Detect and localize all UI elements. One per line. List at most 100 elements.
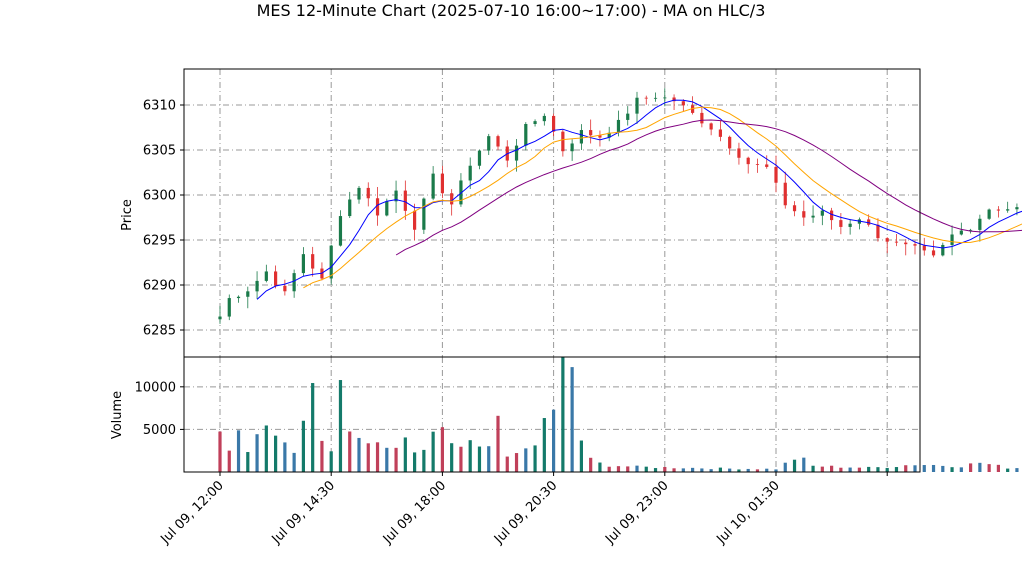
volume-bar — [338, 380, 343, 472]
volume-bar — [672, 468, 676, 472]
price-tick-label: 6310 — [143, 99, 176, 114]
candle-body — [663, 97, 667, 99]
candle-body — [941, 244, 945, 256]
x-tick-label: Jul 09, 23:00 — [602, 478, 671, 547]
candle-body — [681, 101, 685, 106]
candle-body — [301, 254, 305, 274]
candle-body — [218, 316, 222, 320]
volume-bar — [422, 449, 426, 472]
candle-body — [783, 182, 787, 206]
volume-bar — [403, 437, 407, 472]
volume-bar — [765, 468, 769, 472]
candle-body — [589, 130, 593, 136]
candle-body — [440, 173, 444, 194]
volume-bar — [728, 468, 732, 472]
candle-body — [348, 199, 352, 217]
volume-bar — [274, 435, 278, 472]
candle-body — [524, 124, 528, 146]
volume-bar — [533, 445, 537, 472]
volume-bar — [366, 443, 370, 472]
price-tick-label: 6295 — [143, 234, 176, 249]
price-panel-frame — [183, 68, 921, 358]
candle-body — [811, 215, 815, 218]
candle-body — [487, 136, 491, 151]
x-tick-label: Jul 09, 20:30 — [491, 478, 560, 547]
volume-axis-label: Volume — [110, 391, 125, 439]
candle-body — [922, 245, 926, 251]
price-tick-label: 6300 — [143, 189, 176, 204]
candle-body — [635, 97, 639, 114]
candle-body — [802, 211, 806, 218]
candle-body — [514, 145, 519, 161]
volume-bar — [292, 452, 296, 472]
volume-bar — [477, 446, 482, 472]
candle-body — [311, 254, 315, 269]
x-tick-label: Jul 10, 01:30 — [713, 478, 782, 547]
candle-body — [718, 129, 722, 137]
candle-body — [820, 210, 824, 216]
volume-bar — [848, 467, 852, 472]
volume-bar — [969, 463, 973, 472]
candle-body — [616, 119, 621, 133]
candle-body — [653, 97, 658, 99]
price-y-axis: 6285 6290 6295 6300 6305 6310 — [143, 99, 184, 339]
volume-bar — [468, 440, 472, 472]
volume-bar — [357, 437, 361, 472]
candle-body — [709, 123, 713, 130]
candle-body — [450, 193, 454, 205]
chart-title: MES 12-Minute Chart (2025-07-10 16:00~17… — [257, 1, 766, 20]
candle-body — [969, 229, 973, 231]
candle-body — [755, 164, 760, 165]
volume-bar — [996, 464, 1000, 472]
volume-bar — [394, 447, 398, 472]
candle-body — [477, 150, 482, 166]
candle-body — [561, 131, 565, 152]
candle-body — [792, 205, 797, 212]
candle-body — [274, 271, 278, 286]
volume-bar — [653, 468, 658, 472]
volume-bar — [644, 466, 648, 472]
volume-bar — [718, 467, 722, 472]
volume-bar — [894, 467, 899, 472]
candle-body — [283, 285, 287, 292]
candle-body — [375, 198, 380, 216]
volume-bar — [431, 431, 435, 472]
volume-bar — [440, 427, 444, 472]
candle-body — [403, 190, 407, 211]
volume-panel-frame — [183, 356, 921, 473]
candle-body — [598, 135, 602, 138]
candle-body — [357, 187, 361, 200]
candle-body — [385, 201, 389, 216]
volume-bar — [329, 451, 333, 472]
volume-bar — [301, 420, 305, 472]
volume-bar — [1006, 468, 1010, 472]
volume-bar — [635, 465, 639, 472]
candle-body — [1015, 207, 1019, 210]
volume-bar — [255, 434, 259, 472]
candle-body — [227, 298, 231, 317]
volume-bar — [987, 464, 991, 472]
candle-body — [913, 244, 917, 246]
moving-average-lines — [256, 99, 1022, 300]
volume-bar — [505, 456, 509, 472]
candle-body — [607, 132, 611, 138]
price-candles — [218, 88, 1019, 324]
candle-body — [996, 209, 1000, 211]
volume-bar — [496, 415, 500, 472]
candle-body — [626, 113, 630, 120]
price-tick-label: 6285 — [143, 324, 176, 339]
candle-body — [839, 220, 843, 227]
volume-bar — [570, 367, 574, 472]
candle-body — [394, 190, 398, 202]
volume-bar — [246, 452, 250, 472]
volume-bar — [755, 469, 760, 472]
volume-bar — [561, 357, 565, 472]
candle-body — [867, 219, 871, 225]
volume-bar — [830, 465, 834, 472]
volume-bar — [264, 425, 268, 472]
candle-body — [885, 238, 889, 242]
volume-bar — [218, 431, 222, 472]
volume-bar — [978, 462, 982, 472]
candle-body — [1006, 209, 1010, 211]
candle-body — [255, 280, 259, 292]
